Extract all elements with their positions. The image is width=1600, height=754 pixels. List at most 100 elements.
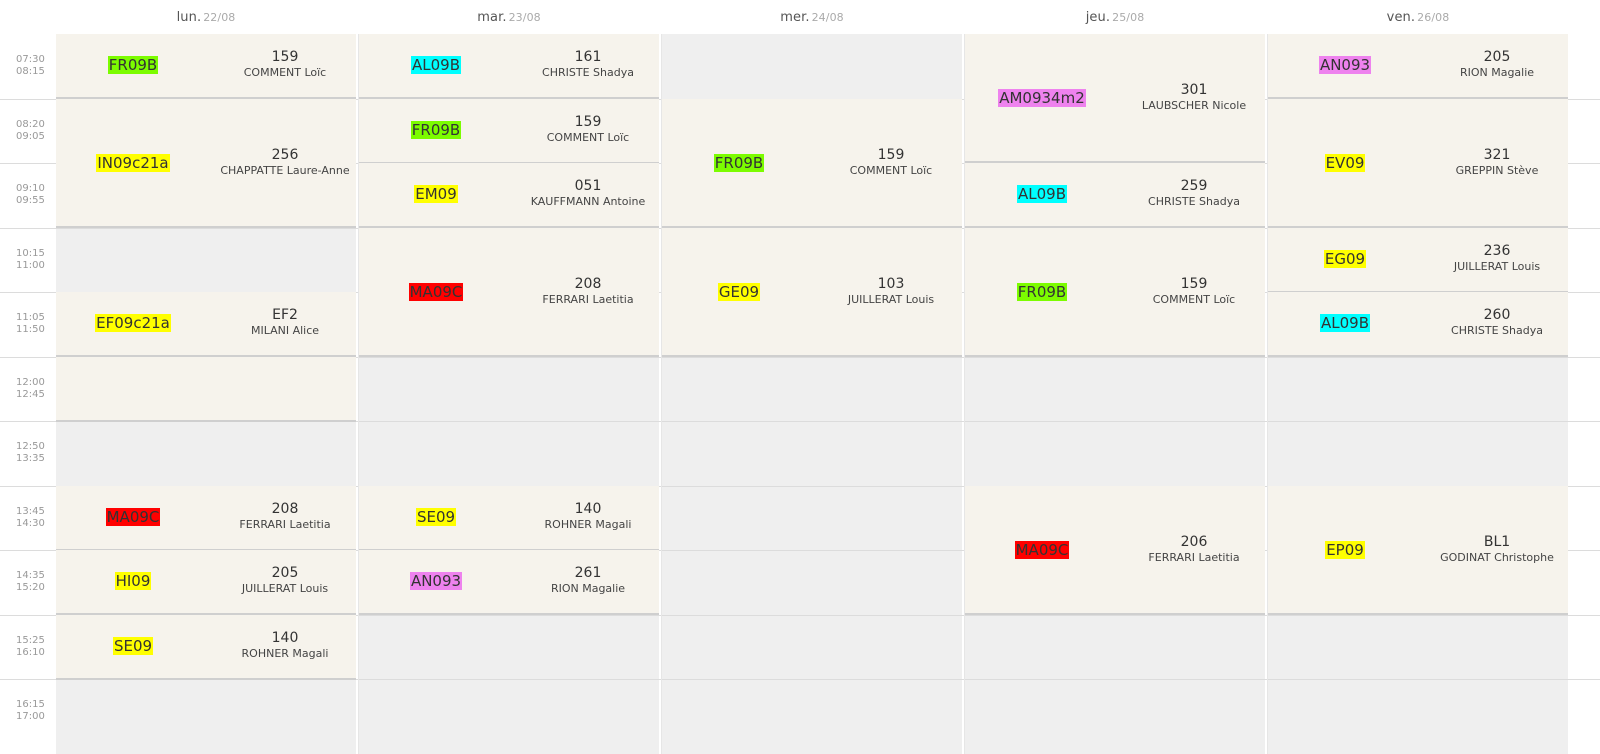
teacher-name: JUILLERAT Louis	[241, 582, 329, 595]
lesson-block[interactable]: SE09 140 ROHNER Magali	[56, 615, 356, 680]
course-code-label: AN093	[409, 572, 463, 590]
course-code-label: FR09B	[713, 154, 765, 172]
teacher-name: CHRISTE Shadya	[1451, 324, 1543, 337]
course-code-label: GE09	[717, 283, 761, 301]
lesson-block[interactable]: MA09C 208 FERRARI Laetitia	[56, 486, 356, 551]
lesson-block[interactable]: IN09c21a 256 CHAPPATTE Laure-Anne	[56, 99, 356, 228]
course-code: EG09	[1268, 250, 1422, 268]
lesson-block[interactable]: AL09B 161 CHRISTE Shadya	[359, 34, 659, 99]
lesson-block[interactable]: AN093 261 RION Magalie	[359, 550, 659, 615]
slot-end: 17:00	[16, 711, 45, 723]
time-slot-label: 08:20 09:05	[0, 99, 56, 164]
course-code-label: MA09C	[1014, 541, 1070, 559]
lesson-block[interactable]: EG09 236 JUILLERAT Louis	[1268, 228, 1568, 293]
slot-start: 07:30	[16, 54, 45, 66]
teacher-name: JUILLERAT Louis	[847, 293, 935, 306]
course-code: AL09B	[965, 185, 1119, 203]
lesson-block[interactable]: MA09C 206 FERRARI Laetitia	[965, 486, 1265, 615]
slot-end: 12:45	[16, 388, 45, 400]
row-divider	[0, 615, 1600, 616]
room-number: 259	[1180, 178, 1208, 194]
lesson-info: 259 CHRISTE Shadya	[1115, 178, 1273, 209]
lesson-block[interactable]: EF09c21a EF2 MILANI Alice	[56, 292, 356, 357]
course-code: AM0934m2	[965, 89, 1119, 107]
lesson-info: EF2 MILANI Alice	[206, 307, 364, 338]
empty-slot	[56, 357, 356, 422]
course-code: MA09C	[965, 541, 1119, 559]
course-code-label: AL09B	[411, 56, 461, 74]
teacher-name: COMMENT Loïc	[243, 66, 327, 79]
lesson-block[interactable]: AN093 205 RION Magalie	[1268, 34, 1568, 99]
teacher-name: JUILLERAT Louis	[1453, 260, 1541, 273]
day-header: lun. 22/08	[56, 0, 356, 34]
course-code: AL09B	[1268, 314, 1422, 332]
course-code: FR09B	[56, 56, 210, 74]
lesson-block[interactable]: MA09C 208 FERRARI Laetitia	[359, 228, 659, 357]
lesson-block[interactable]: FR09B 159 COMMENT Loïc	[359, 99, 659, 164]
teacher-name: LAUBSCHER Nicole	[1141, 99, 1247, 112]
column-divider	[661, 34, 662, 754]
room-number: 051	[574, 178, 602, 194]
lesson-block[interactable]: EV09 321 GREPPIN Stève	[1268, 99, 1568, 228]
lesson-block[interactable]: AM0934m2 301 LAUBSCHER Nicole	[965, 34, 1265, 163]
slot-end: 15:20	[16, 582, 45, 594]
lesson-block[interactable]: SE09 140 ROHNER Magali	[359, 486, 659, 551]
lesson-block[interactable]: FR09B 159 COMMENT Loïc	[662, 99, 962, 228]
room-number: 140	[271, 630, 299, 646]
course-code: MA09C	[56, 508, 210, 526]
time-slot-label: 11:05 11:50	[0, 292, 56, 357]
slot-start: 15:25	[16, 634, 45, 646]
course-code-label: HI09	[114, 572, 152, 590]
day-name: mer.	[780, 9, 810, 25]
lesson-block[interactable]: FR09B 159 COMMENT Loïc	[56, 34, 356, 99]
day-name: jeu.	[1085, 9, 1111, 25]
teacher-name: CHRISTE Shadya	[1148, 195, 1240, 208]
time-slot-label: 14:35 15:20	[0, 550, 56, 615]
lesson-block[interactable]: FR09B 159 COMMENT Loïc	[965, 228, 1265, 357]
lesson-block[interactable]: HI09 205 JUILLERAT Louis	[56, 550, 356, 615]
course-code: AL09B	[359, 56, 513, 74]
row-divider	[0, 357, 1600, 358]
time-slot-label: 07:30 08:15	[0, 34, 56, 99]
lesson-block[interactable]: AL09B 260 CHRISTE Shadya	[1268, 292, 1568, 357]
slot-end: 09:05	[16, 130, 45, 142]
lesson-info: 301 LAUBSCHER Nicole	[1115, 82, 1273, 113]
lesson-info: 256 CHAPPATTE Laure-Anne	[206, 147, 364, 178]
course-code: FR09B	[662, 154, 816, 172]
course-code-label: EP09	[1325, 541, 1365, 559]
lesson-info: 236 JUILLERAT Louis	[1418, 243, 1576, 274]
room-number: EF2	[272, 307, 298, 323]
slot-end: 11:00	[16, 259, 45, 271]
room-number: 301	[1180, 82, 1208, 98]
lesson-block[interactable]: GE09 103 JUILLERAT Louis	[662, 228, 962, 357]
time-slot-label: 09:10 09:55	[0, 163, 56, 228]
course-code: AN093	[359, 572, 513, 590]
row-divider	[0, 679, 1600, 680]
course-code-label: EF09c21a	[95, 314, 171, 332]
teacher-name: RION Magalie	[550, 582, 626, 595]
teacher-name: KAUFFMANN Antoine	[530, 195, 646, 208]
course-code: SE09	[56, 637, 210, 655]
lesson-info: 205 JUILLERAT Louis	[206, 565, 364, 596]
course-code-label: AL09B	[1017, 185, 1067, 203]
lesson-block[interactable]: EP09 BL1 GODINAT Christophe	[1268, 486, 1568, 615]
course-code: SE09	[359, 508, 513, 526]
day-name: mar.	[477, 9, 507, 25]
slot-end: 13:35	[16, 453, 45, 465]
course-code: EP09	[1268, 541, 1422, 559]
room-number: 321	[1483, 147, 1511, 163]
day-header: mer. 24/08	[662, 0, 962, 34]
room-number: 206	[1180, 534, 1208, 550]
slot-start: 11:05	[16, 312, 45, 324]
lesson-block[interactable]: AL09B 259 CHRISTE Shadya	[965, 163, 1265, 228]
time-slot-label: 12:00 12:45	[0, 357, 56, 422]
course-code-label: FR09B	[107, 56, 159, 74]
row-divider	[0, 550, 1600, 551]
slot-end: 16:10	[16, 646, 45, 658]
teacher-name: FERRARI Laetitia	[1148, 551, 1240, 564]
slot-start: 12:00	[16, 376, 45, 388]
lesson-block[interactable]: EM09 051 KAUFFMANN Antoine	[359, 163, 659, 228]
course-code: EV09	[1268, 154, 1422, 172]
lesson-info: 159 COMMENT Loïc	[1115, 276, 1273, 307]
